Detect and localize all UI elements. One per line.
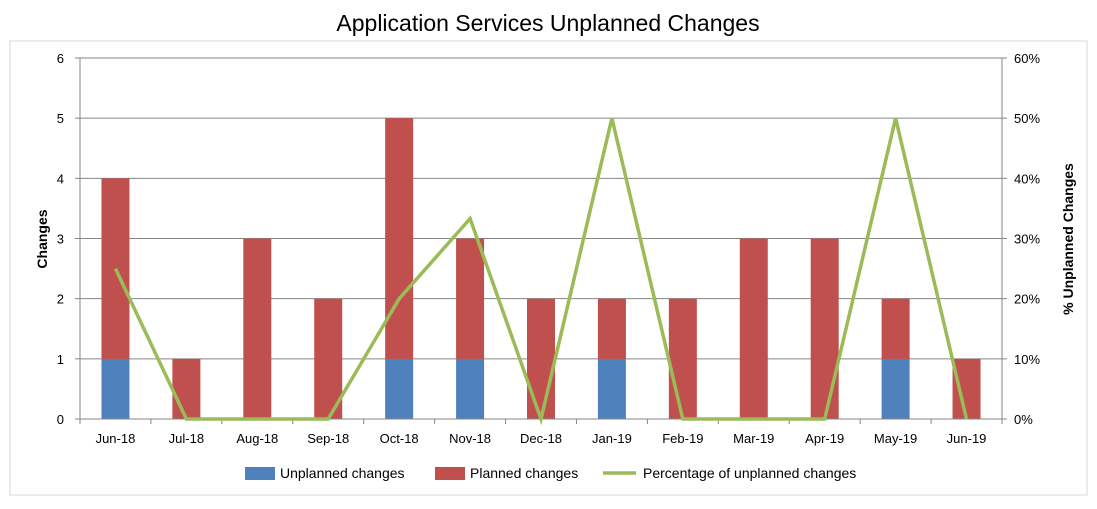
bars <box>101 118 981 419</box>
planned-changes-bar <box>385 118 414 359</box>
y-right-tick-label: 60% <box>1014 51 1040 66</box>
chart-border <box>9 40 1088 496</box>
x-tick-label: Feb-19 <box>662 431 703 446</box>
grid <box>80 57 1002 360</box>
planned-changes-bar <box>810 238 839 419</box>
x-tick-label: Oct-18 <box>380 431 419 446</box>
unplanned-changes-bar <box>597 358 626 419</box>
x-tick-label: Sep-18 <box>307 431 349 446</box>
y-axis-right-label: % Unplanned Changes <box>1060 163 1076 315</box>
y-right-tick-label: 0% <box>1014 412 1033 427</box>
chart-title: Application Services Unplanned Changes <box>336 10 759 36</box>
y-right-tick-label: 30% <box>1014 232 1040 247</box>
x-tick-label: Mar-19 <box>733 431 774 446</box>
planned-changes-bar <box>881 298 910 359</box>
y-right-tick-label: 10% <box>1014 352 1040 367</box>
planned-changes-bar <box>101 178 130 359</box>
y-right-tick-label: 50% <box>1014 111 1040 126</box>
planned-changes-bar <box>527 298 555 419</box>
planned-changes-bar <box>668 298 697 419</box>
y-right-tick-label: 20% <box>1014 292 1040 307</box>
unplanned-changes-bar <box>385 358 414 419</box>
percentage-line <box>113 117 969 426</box>
legend-bar-swatch <box>435 467 465 480</box>
planned-changes-bar <box>456 238 485 359</box>
planned-changes-bar <box>172 358 201 419</box>
planned-changes-bar <box>314 298 343 419</box>
x-tick-label: Dec-18 <box>520 431 562 446</box>
x-tick-label: Aug-18 <box>236 431 278 446</box>
y-left-tick-label: 2 <box>57 292 64 307</box>
legend-bar-swatch <box>245 467 275 480</box>
legend-label: Percentage of unplanned changes <box>643 465 856 481</box>
x-tick-label: Jan-19 <box>592 431 632 446</box>
y-left-tick-label: 5 <box>57 111 64 126</box>
unplanned-changes-bar <box>101 358 130 419</box>
planned-changes-bar <box>597 298 626 359</box>
y-left-tick-label: 1 <box>57 352 64 367</box>
y-left-tick-label: 3 <box>57 232 64 247</box>
x-tick-label: Nov-18 <box>449 431 491 446</box>
planned-changes-bar <box>739 238 768 419</box>
x-tick-label: Jul-18 <box>169 431 204 446</box>
y-right-tick-label: 40% <box>1014 171 1040 186</box>
x-tick-label: Jun-18 <box>96 431 136 446</box>
x-tick-label: May-19 <box>874 431 917 446</box>
y-left-tick-label: 4 <box>57 171 64 186</box>
x-tick-label: Jun-19 <box>947 431 987 446</box>
y-left-tick-label: 6 <box>57 51 64 66</box>
planned-changes-bar <box>243 238 272 419</box>
x-tick-label: Apr-19 <box>805 431 844 446</box>
legend: Unplanned changes Planned changes Percenta… <box>245 465 856 481</box>
percentage-line-path <box>113 117 969 426</box>
unplanned-changes-bar <box>456 358 485 419</box>
y-left-tick-label: 0 <box>57 412 64 427</box>
legend-label: Planned changes <box>470 465 578 481</box>
legend-label: Unplanned changes <box>280 465 405 481</box>
unplanned-changes-bar <box>881 358 910 419</box>
planned-changes-bar <box>952 358 981 419</box>
y-axis-left-label: Changes <box>34 209 50 268</box>
